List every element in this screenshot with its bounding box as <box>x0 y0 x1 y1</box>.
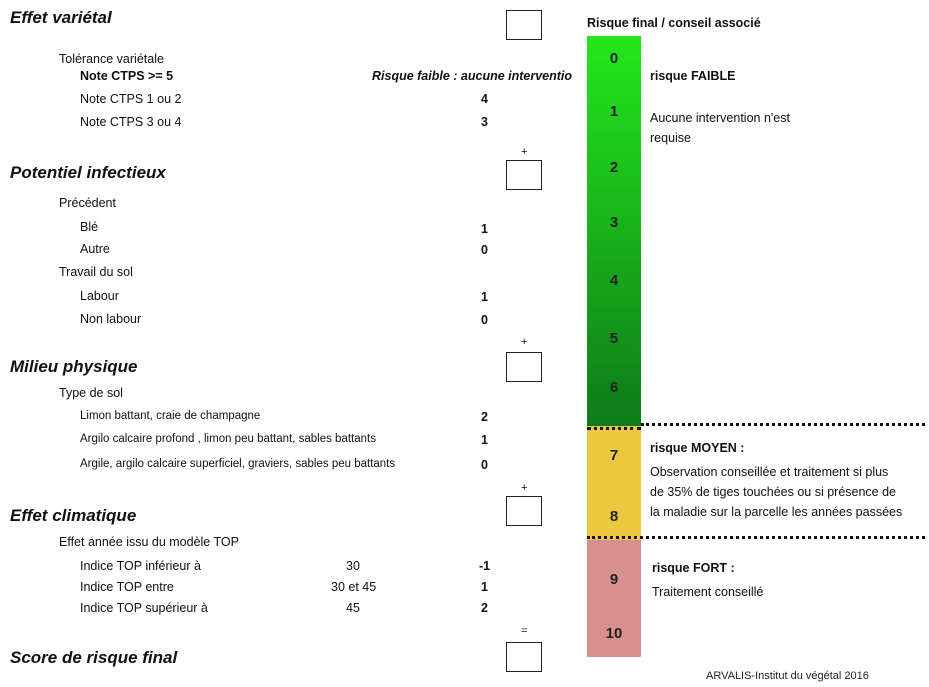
risk-high-title: risque FORT : <box>652 561 735 575</box>
risk-medium-text-1: Observation conseillée et traitement si … <box>650 465 889 479</box>
score-box-final[interactable] <box>506 642 542 672</box>
item-autre: Autre <box>80 242 110 256</box>
value-top-between: 1 <box>481 580 488 594</box>
risk-scale-green <box>587 36 641 426</box>
risk-level-8: 8 <box>609 508 619 525</box>
separator-low-medium-scale <box>587 427 641 430</box>
risk-level-7: 7 <box>609 447 619 464</box>
value-ctps-3-4: 3 <box>481 115 488 129</box>
risk-level-10: 10 <box>605 625 623 642</box>
operator-plus-1: + <box>521 146 528 158</box>
score-box-infectious[interactable] <box>506 160 542 190</box>
section-title-climatic: Effet climatique <box>10 506 137 525</box>
value-soil-1: 2 <box>481 410 488 424</box>
risk-medium-text-2: de 35% de tiges touchées ou si présence … <box>650 485 897 499</box>
risk-medium-title: risque MOYEN : <box>650 441 745 455</box>
item-top-higher: Indice TOP supérieur à <box>80 601 208 615</box>
risk-level-3: 3 <box>609 214 619 231</box>
risk-level-5: 5 <box>609 330 619 347</box>
item-ctps-3-4: Note CTPS 3 ou 4 <box>80 115 182 129</box>
item-ble: Blé <box>80 220 99 234</box>
risk-level-4: 4 <box>609 272 619 289</box>
operator-plus-3: + <box>521 482 528 494</box>
value-non-labour: 0 <box>481 313 488 327</box>
item-labour: Labour <box>80 289 119 303</box>
risk-scale-yellow <box>587 426 641 540</box>
subtitle-previous-crop: Précédent <box>59 196 116 210</box>
value-top-lower: -1 <box>479 559 491 573</box>
value-ctps-1-2: 4 <box>481 92 488 106</box>
item-top-lower: Indice TOP inférieur à <box>80 559 201 573</box>
risk-level-9: 9 <box>609 571 619 588</box>
item-soil-1: Limon battant, craie de champagne <box>80 410 261 422</box>
item-ctps-1-2: Note CTPS 1 ou 2 <box>80 92 182 106</box>
risk-scale-red <box>587 540 641 657</box>
item-soil-3: Argile, argilo calcaire superficiel, gra… <box>80 458 396 470</box>
score-box-varietal[interactable] <box>506 10 542 40</box>
section-title-infectious: Potentiel infectieux <box>10 163 166 182</box>
risk-high-text-1: Traitement conseillé <box>652 585 764 599</box>
separator-low-medium <box>641 423 925 426</box>
separator-medium-high <box>587 536 925 539</box>
operator-plus-2: + <box>521 336 528 348</box>
risk-level-1: 1 <box>609 103 619 120</box>
risk-low-title: risque FAIBLE <box>650 69 736 83</box>
risk-level-0: 0 <box>609 50 619 67</box>
risk-medium-text-3: la maladie sur la parcelle les années pa… <box>650 505 903 519</box>
value-soil-2: 1 <box>481 433 488 447</box>
value-soil-3: 0 <box>481 458 488 472</box>
note-low-risk: Risque faible : aucune interventio <box>372 69 573 83</box>
item-non-labour: Non labour <box>80 312 142 326</box>
risk-low-text-1: Aucune intervention n'est <box>650 111 790 125</box>
section-title-physical: Milieu physique <box>10 357 138 376</box>
value-top-higher: 2 <box>481 601 488 615</box>
score-box-climatic[interactable] <box>506 496 542 526</box>
subtitle-top-model: Effet année issu du modèle TOP <box>59 535 239 549</box>
value-labour: 1 <box>481 290 488 304</box>
threshold-top-higher: 45 <box>346 601 360 615</box>
threshold-top-lower: 30 <box>346 559 360 573</box>
risk-level-6: 6 <box>609 379 619 396</box>
section-title-varietal: Effet variétal <box>10 8 112 27</box>
score-box-physical[interactable] <box>506 352 542 382</box>
subtitle-soil-work: Travail du sol <box>59 265 133 279</box>
risk-level-2: 2 <box>609 159 619 176</box>
threshold-top-between: 30 et 45 <box>331 580 377 594</box>
footer-credit: ARVALIS-Institut du végétal 2016 <box>706 670 869 682</box>
section-title-final: Score de risque final <box>10 648 178 667</box>
risk-low-text-2: requise <box>650 131 691 145</box>
risk-scale-header: Risque final / conseil associé <box>587 16 761 30</box>
subtitle-varietal-tolerance: Tolérance variétale <box>59 52 164 66</box>
subtitle-soil-type: Type de sol <box>59 386 123 400</box>
item-soil-2: Argilo calcaire profond , limon peu batt… <box>80 433 376 445</box>
item-top-between: Indice TOP entre <box>80 580 174 594</box>
item-ctps-5: Note CTPS >= 5 <box>80 69 174 83</box>
value-ble: 1 <box>481 222 488 236</box>
operator-equals: = <box>521 625 528 637</box>
value-autre: 0 <box>481 243 488 257</box>
